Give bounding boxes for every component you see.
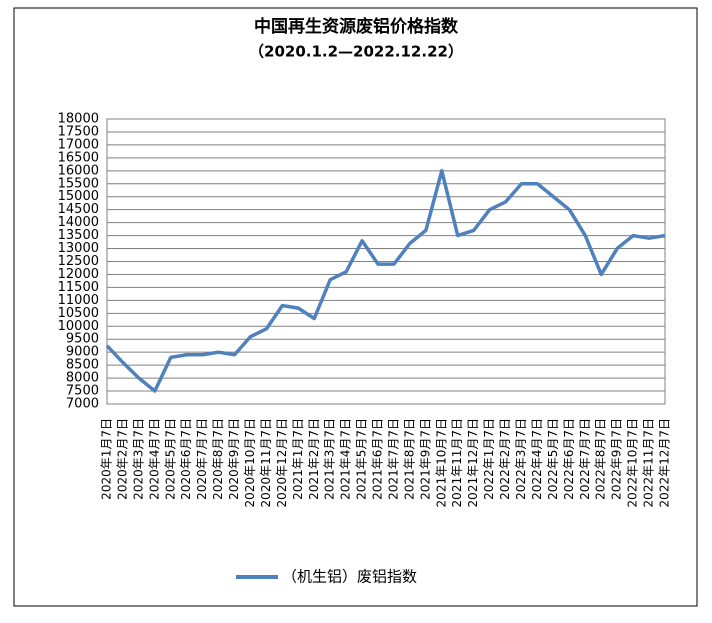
x-tick-label: 2020年6月7日 [179,418,193,500]
x-tick-label: 2022年4月7日 [530,418,544,500]
x-tick-label: 2021年2月7日 [307,418,321,500]
y-tick-label: 15000 [58,189,99,204]
y-tick-label: 12500 [58,254,99,269]
y-tick-label: 11500 [58,280,99,295]
x-tick-label: 2021年12月7日 [466,418,480,507]
x-tick-label: 2022年2月7日 [498,418,512,500]
y-tick-label: 7000 [66,397,99,412]
y-tick-label: 13500 [58,228,99,243]
y-tick-label: 12000 [58,267,99,282]
x-tick-label: 2020年9月7日 [227,418,241,500]
x-tick-label: 2020年2月7日 [115,418,129,500]
y-tick-label: 8500 [66,358,99,373]
y-tick-label: 16000 [58,163,99,178]
x-tick-label: 2021年3月7日 [323,418,337,500]
y-tick-label: 16500 [58,150,99,165]
x-tick-label: 2021年7月7日 [386,418,400,500]
x-tick-label: 2022年11月7日 [642,418,656,507]
x-tick-label: 2020年7月7日 [195,418,209,500]
x-tick-label: 2021年1月7日 [291,418,305,500]
x-tick-label: 2020年8月7日 [211,418,225,500]
y-tick-label: 14000 [58,215,99,230]
y-tick-label: 17500 [58,124,99,139]
x-tick-label: 2022年6月7日 [562,418,576,500]
x-tick-label: 2020年1月7日 [100,418,114,500]
plot-border [106,118,666,405]
legend-label: （机生铝）废铝指数 [282,568,417,586]
x-tick-label: 2022年9月7日 [610,418,624,500]
y-tick-label: 17000 [58,137,99,152]
x-tick-label: 2021年5月7日 [355,418,369,500]
x-tick-label: 2021年4月7日 [339,418,353,500]
x-tick-label: 2022年3月7日 [514,418,528,500]
x-tick-label: 2022年10月7日 [626,418,640,507]
x-tick-label: 2021年10月7日 [434,418,448,507]
y-tick-label: 15500 [58,176,99,191]
x-tick-label: 2022年8月7日 [594,418,608,500]
x-tick-label: 2021年6月7日 [371,418,385,500]
x-tick-label: 2021年8月7日 [402,418,416,500]
y-tick-label: 10000 [58,319,99,334]
y-tick-label: 7500 [66,384,99,399]
x-tick-label: 2020年12月7日 [275,418,289,507]
data-line [105,169,666,393]
x-tick-label: 2020年3月7日 [131,418,145,500]
y-tick-label: 13000 [58,241,99,256]
x-tick-label: 2020年5月7日 [163,418,177,500]
x-tick-label: 2021年9月7日 [418,418,432,500]
x-tick-label: 2020年10月7日 [243,418,257,507]
chart-subtitle: （2020.1.2—2022.12.22） [249,43,463,61]
x-tick-label: 2022年1月7日 [482,418,496,500]
y-tick-label: 11000 [58,293,99,308]
x-tick-label: 2020年11月7日 [259,418,273,507]
y-tick-label: 14500 [58,202,99,217]
x-tick-label: 2022年5月7日 [546,418,560,500]
y-tick-label: 8000 [66,371,99,386]
y-tick-label: 10500 [58,306,99,321]
y-tick-label: 18000 [58,112,99,127]
x-tick-label: 2021年11月7日 [450,418,464,507]
chart-frame [13,7,698,607]
x-tick-label: 2020年4月7日 [147,418,161,500]
x-tick-label: 2022年7月7日 [578,418,592,500]
x-tick-label: 2022年12月7日 [658,418,672,507]
y-tick-label: 9000 [66,345,99,360]
chart-title: 中国再生资源废铝价格指数 [254,16,459,37]
y-tick-label: 9500 [66,332,99,347]
